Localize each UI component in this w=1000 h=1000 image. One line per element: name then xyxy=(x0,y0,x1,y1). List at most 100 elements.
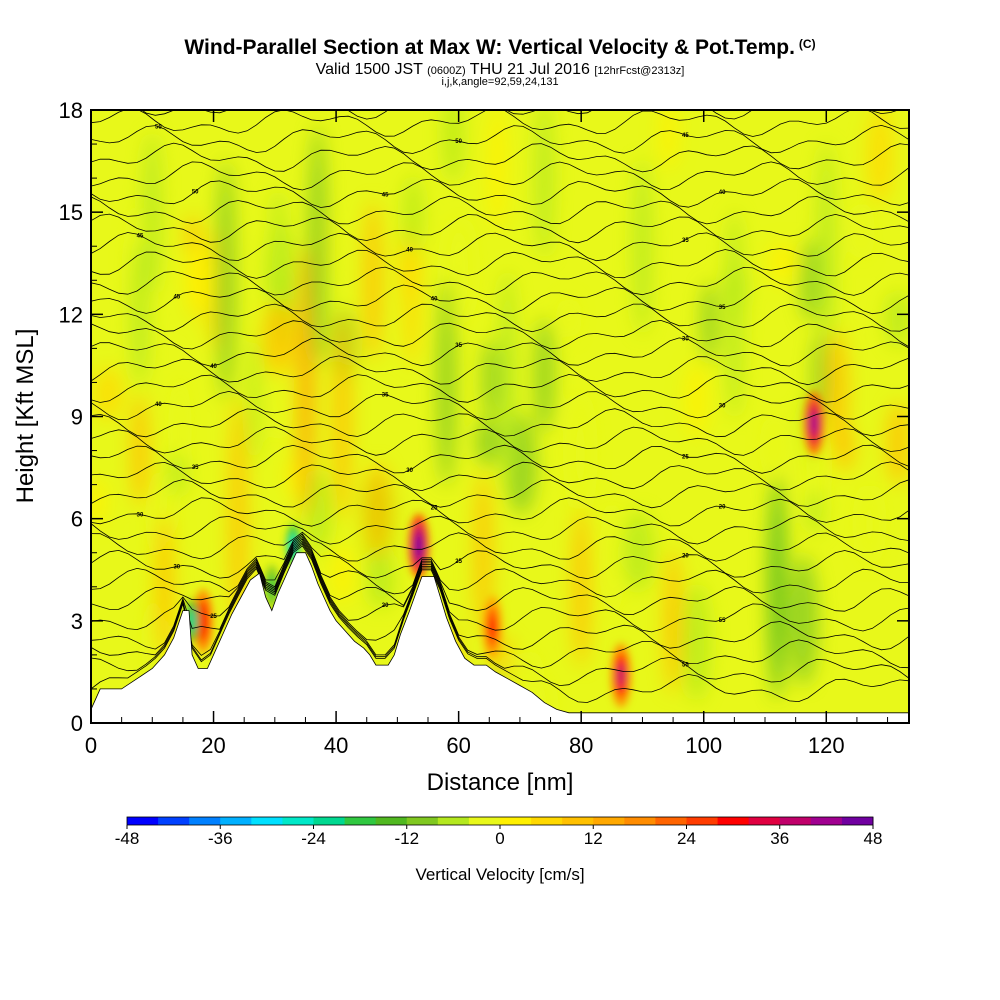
x-tick-label: 0 xyxy=(85,733,97,758)
w-streak xyxy=(333,312,352,521)
colorbar-tick-label: -48 xyxy=(115,829,140,848)
colorbar-tick-label: 12 xyxy=(584,829,603,848)
theta-contour xyxy=(91,124,909,154)
theta-contour xyxy=(91,161,909,191)
x-tick-label: 80 xyxy=(569,733,593,758)
theta-contour xyxy=(91,479,909,509)
w-texture-cell xyxy=(482,339,500,420)
w-texture-cell xyxy=(886,402,909,485)
colorbar-swatch xyxy=(655,817,687,825)
theta-contour-label: 30 xyxy=(682,337,689,343)
theta-contour-label: 25 xyxy=(431,505,438,511)
w-texture-cell xyxy=(885,291,909,347)
w-streak xyxy=(474,472,493,633)
chart-subtitle: Valid 1500 JST (0600Z) THU 21 Jul 2016 [… xyxy=(0,61,1000,79)
theta-contour-label: 20 xyxy=(682,553,689,559)
theta-contour-label: 25 xyxy=(682,455,689,461)
theta-contour xyxy=(91,515,909,545)
theta-contour xyxy=(91,541,909,669)
theta-contour xyxy=(91,284,909,315)
w-texture-cell xyxy=(166,453,187,497)
w-texture-cell xyxy=(855,201,869,261)
colorbar-tick-label: -12 xyxy=(394,829,419,848)
theta-contour-label: 40 xyxy=(406,248,413,254)
theta-contour xyxy=(91,444,909,474)
theta-contour xyxy=(91,178,909,208)
colorbar-swatch xyxy=(437,817,470,825)
w-texture-cell xyxy=(363,462,392,559)
x-axis: 0 20 40 60 80 100 120 xyxy=(85,110,889,758)
w-max-core xyxy=(488,615,496,640)
w-streak xyxy=(498,270,517,495)
theta-contour xyxy=(91,497,909,527)
w-streak xyxy=(308,126,327,367)
colorbar-tick-label: 0 xyxy=(495,829,504,848)
theta-contour xyxy=(91,533,909,580)
y-tick-label: 0 xyxy=(71,711,83,736)
w-streak xyxy=(437,278,456,487)
colorbar-swatch xyxy=(282,817,314,825)
w-max-core xyxy=(199,608,207,633)
theta-contour-label: 55 xyxy=(682,662,689,668)
w-texture-cell xyxy=(684,362,709,438)
theta-contour-label: 50 xyxy=(455,139,462,145)
w-max-core xyxy=(617,663,625,688)
chart-indices: i,j,k,angle=92,59,24,131 xyxy=(441,76,559,88)
theta-contour xyxy=(91,232,909,262)
w-texture-cell xyxy=(767,241,798,284)
theta-contour-label: 40 xyxy=(719,190,726,196)
theta-contour xyxy=(91,319,909,350)
w-texture-cell xyxy=(534,318,555,433)
x-tick-label: 100 xyxy=(685,733,722,758)
theta-contour-label: 25 xyxy=(455,559,462,565)
colorbar-tick-label: 36 xyxy=(770,829,789,848)
colorbar-tick-label: -24 xyxy=(301,829,326,848)
theta-contour xyxy=(91,266,909,296)
w-texture-cell xyxy=(866,110,894,204)
w-texture-cell xyxy=(806,489,824,535)
w-texture-cell xyxy=(486,110,509,231)
theta-contour xyxy=(91,55,909,83)
theta-contour xyxy=(91,303,909,333)
w-texture-cell xyxy=(475,417,501,467)
theta-contour-label: 35 xyxy=(382,392,389,398)
colorbar-tick-label: 48 xyxy=(864,829,883,848)
x-axis-label: Distance [nm] xyxy=(427,769,574,796)
theta-contour xyxy=(91,73,909,101)
x-tick-label: 120 xyxy=(808,733,845,758)
w-streak xyxy=(768,474,787,699)
w-streak xyxy=(363,200,382,361)
x-tick-label: 60 xyxy=(446,733,470,758)
chart-title: Wind-Parallel Section at Max W: Vertical… xyxy=(0,36,1000,60)
theta-contour-label: 40 xyxy=(155,402,162,408)
colorbar-swatch xyxy=(686,817,719,825)
y-tick-label: 18 xyxy=(59,98,83,123)
theta-contour-label: 35 xyxy=(682,238,689,244)
w-texture-cell xyxy=(701,282,718,364)
theta-contour xyxy=(91,355,909,386)
theta-contour xyxy=(91,461,909,492)
chart-title-tag: (C) xyxy=(798,37,816,51)
forecast-info: [12hrFcst@2313z] xyxy=(594,65,685,77)
theta-contour xyxy=(91,249,909,279)
w-texture-cell xyxy=(561,297,576,338)
w-texture-cell xyxy=(265,222,296,317)
theta-contour-label: 45 xyxy=(682,133,689,139)
w-texture-cell xyxy=(789,555,818,686)
y-tick-label: 9 xyxy=(71,405,83,430)
theta-contour xyxy=(91,408,909,438)
colorbar-swatch xyxy=(531,817,563,825)
w-texture-cell xyxy=(765,416,783,478)
colorbar-swatch xyxy=(593,817,625,825)
w-max-core xyxy=(415,533,423,558)
w-streak xyxy=(535,110,554,259)
colorbar-swatch xyxy=(158,817,190,825)
theta-contour xyxy=(91,531,909,562)
theta-contour-label: 35 xyxy=(455,343,462,349)
theta-contour xyxy=(91,337,909,367)
colorbar-swatch xyxy=(375,817,408,825)
w-streak xyxy=(664,548,683,693)
colorbar-swatch xyxy=(779,817,812,825)
theta-contour xyxy=(91,538,909,633)
